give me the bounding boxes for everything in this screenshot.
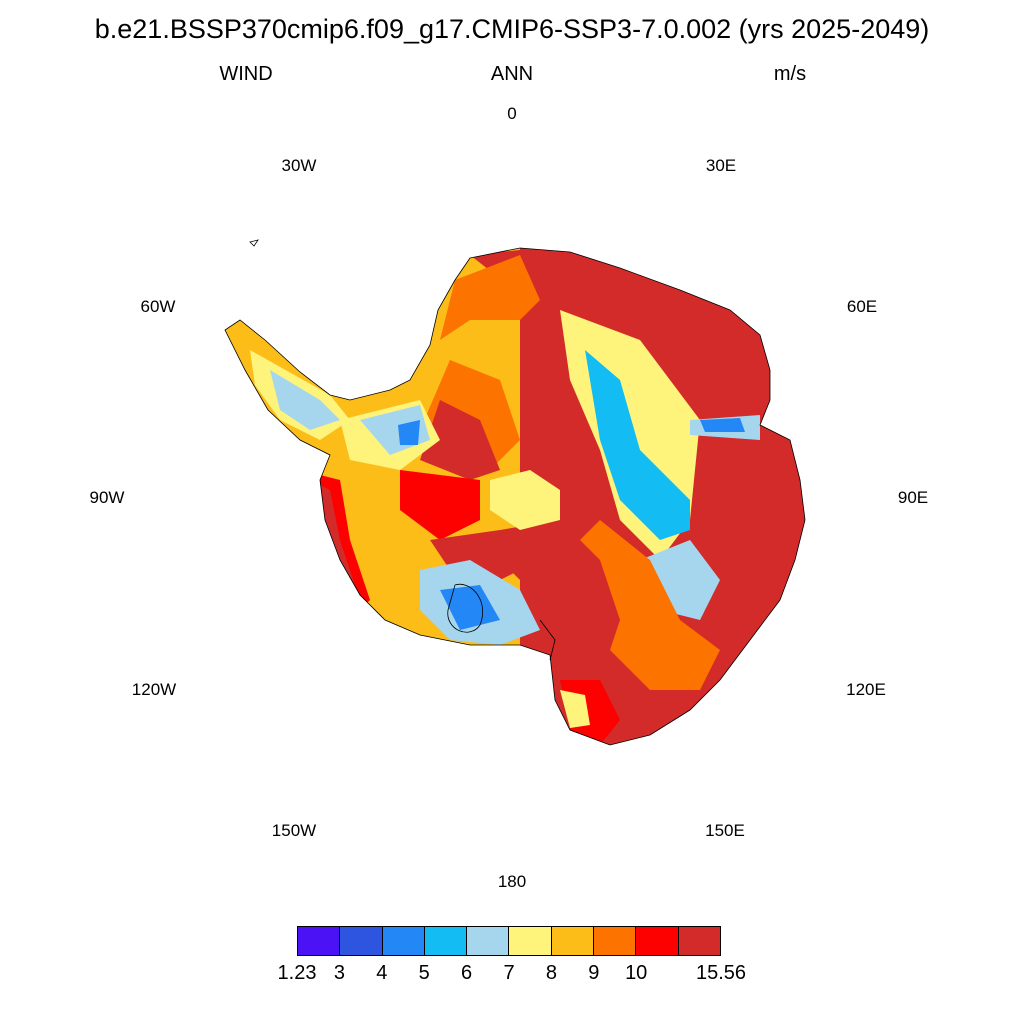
lon-label-0: 0 bbox=[507, 104, 516, 123]
colorbar-box-8 bbox=[636, 927, 679, 955]
lon-label-60e: 60E bbox=[847, 297, 877, 316]
wind-field bbox=[225, 248, 805, 745]
lon-label-120e: 120E bbox=[846, 680, 886, 699]
colorbar-label-9: 15.56 bbox=[695, 962, 747, 984]
colorbar-label-5: 7 bbox=[503, 962, 515, 984]
colorbar-label-6: 8 bbox=[545, 962, 557, 984]
lon-label-90w: 90W bbox=[90, 488, 125, 507]
units-label: m/s bbox=[773, 63, 807, 85]
island-outline bbox=[249, 239, 259, 247]
lon-label-30w: 30W bbox=[282, 156, 317, 175]
colorbar bbox=[297, 926, 721, 956]
colorbar-box-5 bbox=[509, 927, 552, 955]
colorbar-box-4 bbox=[467, 927, 510, 955]
colorbar-label-2: 4 bbox=[376, 962, 388, 984]
lon-label-150w: 150W bbox=[272, 821, 316, 840]
colorbar-label-3: 5 bbox=[418, 962, 430, 984]
lon-label-90e: 90E bbox=[898, 488, 928, 507]
colorbar-box-9 bbox=[678, 927, 720, 955]
colorbar-box-2 bbox=[382, 927, 425, 955]
ice-shelf-outline bbox=[447, 583, 484, 633]
lon-label-150e: 150E bbox=[705, 821, 745, 840]
colorbar-label-8: 10 bbox=[625, 962, 648, 984]
lon-label-30e: 30E bbox=[706, 156, 736, 175]
coastline-detail bbox=[539, 619, 556, 661]
colorbar-label-7: 9 bbox=[588, 962, 600, 984]
lon-label-180: 180 bbox=[498, 872, 526, 891]
colorbar-box-3 bbox=[424, 927, 468, 955]
colorbar-box-6 bbox=[551, 927, 595, 955]
colorbar-label-1: 3 bbox=[333, 962, 345, 984]
plot-title: b.e21.BSSP370cmip6.f09_g17.CMIP6-SSP3-7.… bbox=[94, 14, 930, 44]
colorbar-box-0 bbox=[298, 927, 341, 955]
colorbar-box-1 bbox=[340, 927, 383, 955]
colorbar-label-4: 6 bbox=[461, 962, 473, 984]
colorbar-label-0: 1.23 bbox=[277, 962, 317, 984]
lon-label-60w: 60W bbox=[141, 297, 176, 316]
lon-label-120w: 120W bbox=[132, 680, 176, 699]
colorbar-box-7 bbox=[594, 927, 637, 955]
variable-label: WIND bbox=[219, 63, 273, 85]
season-label: ANN bbox=[490, 63, 534, 85]
